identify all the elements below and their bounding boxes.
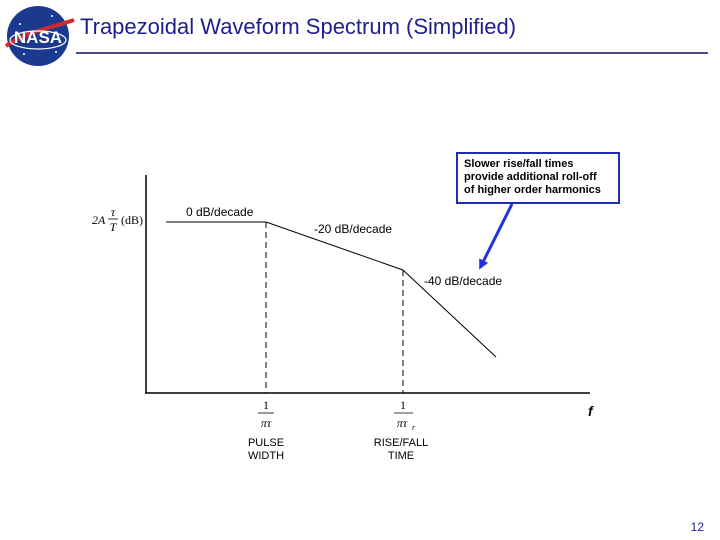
svg-text:NASA: NASA	[14, 28, 62, 47]
corner-1-label: 1 πτ	[258, 398, 274, 430]
svg-text:T: T	[110, 220, 118, 234]
nasa-logo: NASA	[4, 6, 75, 66]
svg-text:(dB): (dB)	[121, 213, 143, 227]
svg-text:1: 1	[400, 398, 406, 412]
x-axis-label: f	[588, 403, 594, 419]
slide-title: Trapezoidal Waveform Spectrum (Simplifie…	[80, 14, 517, 39]
segment-20db	[265, 221, 404, 271]
svg-text:τ: τ	[111, 205, 116, 219]
callout-box: Slower rise/fall times provide additiona…	[456, 152, 620, 204]
callout-line: of higher order harmonics	[464, 184, 601, 196]
page-number: 12	[690, 520, 704, 534]
corner-2-label: 1 πτ r	[394, 398, 416, 432]
svg-text:πτ: πτ	[397, 416, 408, 430]
segment-40db	[402, 269, 497, 358]
callout-arrow	[479, 203, 514, 270]
svg-text:r: r	[412, 423, 416, 432]
slope-label-20db: -20 dB/decade	[314, 222, 393, 236]
svg-text:2A: 2A	[92, 213, 106, 227]
rise-fall-time-caption: RISE/FALL TIME	[373, 437, 429, 462]
pulse-width-caption: PULSE WIDTH	[247, 437, 285, 462]
svg-text:πτ: πτ	[261, 416, 272, 430]
y-axis-label: 2A τ T (dB)	[92, 205, 143, 234]
title-divider	[76, 52, 708, 54]
callout-line: Slower rise/fall times	[464, 158, 574, 170]
slope-label-40db: -40 dB/decade	[424, 274, 503, 288]
slope-label-0db: 0 dB/decade	[186, 205, 254, 219]
svg-text:1: 1	[263, 398, 269, 412]
callout-line: provide additional roll-off	[464, 171, 597, 183]
